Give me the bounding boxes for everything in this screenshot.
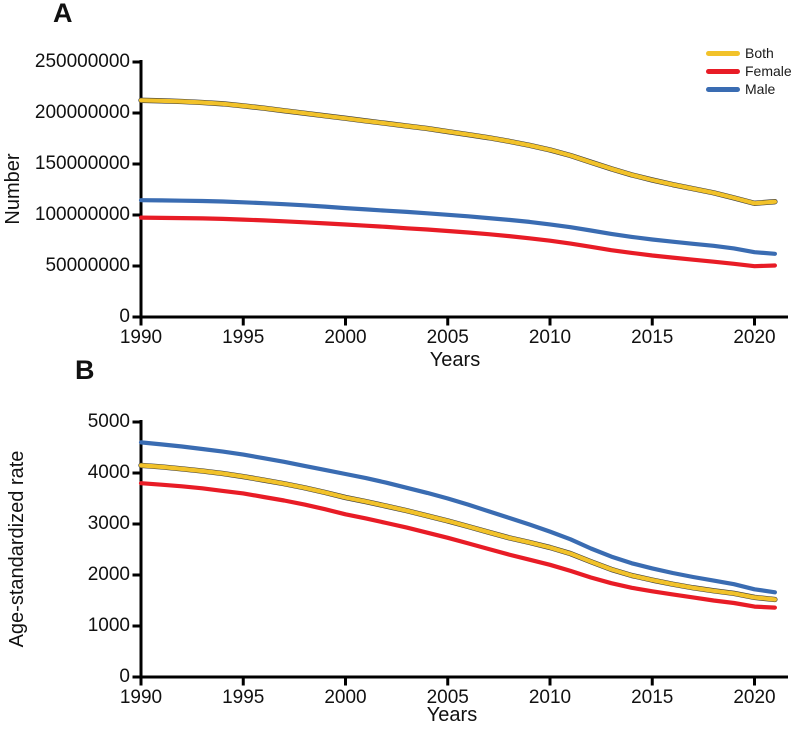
- panel-b-y-tick-label: 2000: [87, 564, 130, 585]
- panel-b-y-tick-label: 0: [119, 666, 130, 687]
- legend-label-male: Male: [745, 81, 776, 97]
- panel-a-label: A: [53, 0, 73, 28]
- legend-swatch-male-icon: [706, 87, 740, 92]
- panel-a-x-tick-label: 2005: [426, 327, 469, 348]
- panel-b-label: B: [75, 355, 95, 385]
- legend: Both Female Male: [706, 45, 792, 98]
- panel-a-x-tick-label: 2010: [528, 327, 572, 348]
- panel-b-x-tick-label: 2010: [528, 687, 572, 708]
- panel-b-y-tick-label: 3000: [87, 513, 130, 534]
- panel-b-series-both-marker-underlay: [138, 462, 778, 603]
- panel-b-y-tick-label: 4000: [87, 462, 130, 483]
- panel-a-x-axis-title: Years: [429, 349, 481, 371]
- legend-item-male: Male: [706, 81, 792, 98]
- panel-a-series-line-female: [138, 215, 778, 269]
- panel-a-y-tick-label: 0: [119, 306, 130, 327]
- panel-b-series-line-both: [138, 463, 778, 602]
- panel-a-x-tick-label: 1990: [119, 327, 163, 348]
- legend-item-both: Both: [706, 45, 792, 62]
- panel-b-x-tick-label: 2005: [426, 687, 469, 708]
- panel-b-x-tick-label: 2000: [324, 687, 367, 708]
- panel-b-x-axis-title: Years: [426, 704, 478, 726]
- panel-a-y-tick-label: 150000000: [34, 153, 130, 174]
- legend-swatch-both-icon: [706, 51, 740, 56]
- panel-a-y-axis-title: Number: [2, 153, 24, 225]
- legend-swatch-female-icon: [706, 69, 740, 74]
- panel-b-y-tick-label: 5000: [87, 411, 130, 432]
- panel-b-x-tick-label: 2015: [631, 687, 674, 708]
- panel-a-y-tick-label: 250000000: [34, 51, 130, 72]
- panel-b-series-line-female: [138, 481, 778, 610]
- panel-b-x-tick-label: 1995: [222, 687, 265, 708]
- panel-a-y-tick-label: 50000000: [45, 255, 130, 276]
- panel-b-x-tick-label: 2020: [733, 687, 776, 708]
- panel-a-x-tick-label: 2020: [733, 327, 776, 348]
- panel-a-y-tick-label: 100000000: [34, 204, 130, 225]
- panel-a-x-tick-label: 2000: [324, 327, 367, 348]
- panel-a-series-line-male: [138, 198, 778, 256]
- panel-a-y-tick-label: 200000000: [34, 102, 130, 123]
- panel-a-series-line-both: [138, 98, 778, 206]
- legend-item-female: Female: [706, 63, 792, 80]
- panel-b-x-tick-label: 1990: [119, 687, 163, 708]
- panel-b-series-line-male: [138, 440, 778, 595]
- legend-label-female: Female: [745, 63, 792, 79]
- panel-a-x-tick-label: 2015: [631, 327, 674, 348]
- panel-a-x-tick-label: 1995: [222, 327, 265, 348]
- panel-b-y-tick-label: 1000: [87, 615, 130, 636]
- legend-label-both: Both: [745, 45, 774, 61]
